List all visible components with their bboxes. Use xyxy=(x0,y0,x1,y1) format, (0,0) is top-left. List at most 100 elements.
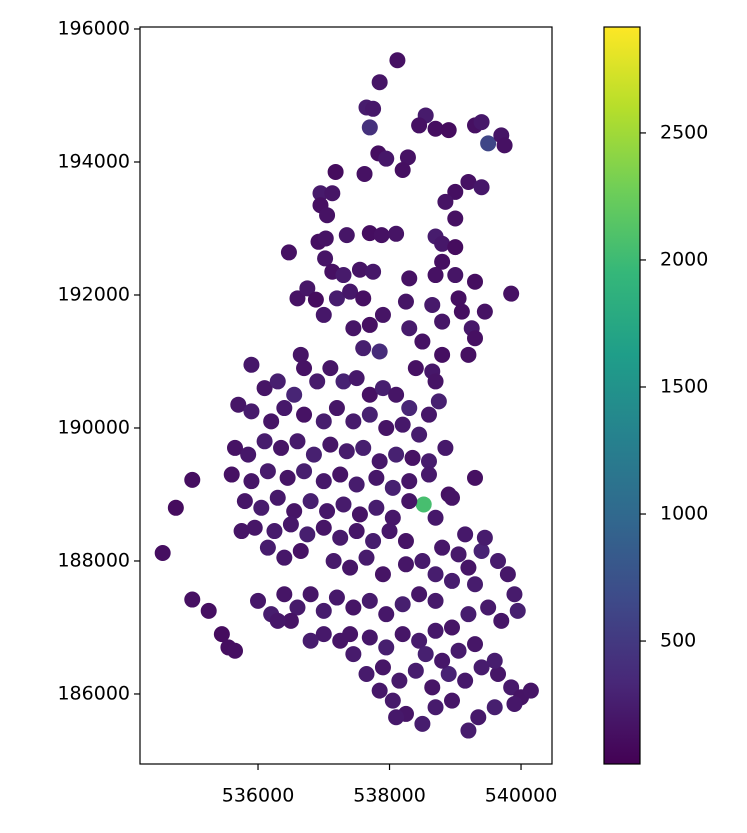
point xyxy=(476,303,493,320)
point xyxy=(450,642,467,659)
point xyxy=(460,346,477,363)
point xyxy=(450,546,467,563)
point xyxy=(266,523,283,540)
point xyxy=(342,626,359,643)
point xyxy=(460,559,477,576)
point xyxy=(503,679,520,696)
point xyxy=(371,453,388,470)
point xyxy=(292,346,309,363)
point xyxy=(365,533,382,550)
point xyxy=(355,340,372,357)
point xyxy=(467,636,484,653)
point xyxy=(315,413,332,430)
point xyxy=(453,303,470,320)
point xyxy=(440,122,457,139)
x-tick-label: 540000 xyxy=(485,785,558,807)
point xyxy=(361,592,378,609)
point xyxy=(305,446,322,463)
point xyxy=(276,400,293,417)
point xyxy=(467,330,484,347)
point xyxy=(411,426,428,443)
point xyxy=(319,503,336,520)
point xyxy=(417,646,434,663)
point xyxy=(473,659,490,676)
point xyxy=(467,576,484,593)
point xyxy=(348,370,365,387)
point xyxy=(374,306,391,323)
point xyxy=(473,179,490,196)
point xyxy=(368,499,385,516)
point xyxy=(457,672,474,689)
point xyxy=(332,466,349,483)
point xyxy=(342,283,359,300)
point xyxy=(240,446,257,463)
point xyxy=(167,499,184,516)
point xyxy=(289,433,306,450)
point xyxy=(365,100,382,117)
point xyxy=(223,466,240,483)
point xyxy=(394,161,411,178)
point xyxy=(447,239,464,256)
point xyxy=(355,439,372,456)
point xyxy=(447,183,464,200)
point xyxy=(259,463,276,480)
point xyxy=(338,227,355,244)
point xyxy=(384,692,401,709)
point xyxy=(342,559,359,576)
point xyxy=(243,473,260,490)
point xyxy=(361,406,378,423)
point xyxy=(437,193,454,210)
point xyxy=(430,393,447,410)
point xyxy=(467,273,484,290)
y-tick-label: 196000 xyxy=(57,17,130,39)
point xyxy=(371,74,388,91)
point xyxy=(415,496,432,513)
point xyxy=(307,291,324,308)
point xyxy=(503,285,520,302)
point xyxy=(302,586,319,603)
point xyxy=(327,163,344,180)
point xyxy=(299,526,316,543)
point xyxy=(457,526,474,543)
point xyxy=(371,343,388,360)
point xyxy=(384,479,401,496)
colorbar-tick-label: 2500 xyxy=(660,121,708,143)
point xyxy=(227,642,244,659)
point xyxy=(401,400,418,417)
point xyxy=(317,250,334,267)
point xyxy=(322,436,339,453)
point xyxy=(391,672,408,689)
point xyxy=(348,476,365,493)
y-tick-label: 190000 xyxy=(57,416,130,438)
colorbar-tick-label: 1000 xyxy=(660,503,708,525)
point xyxy=(384,509,401,526)
point xyxy=(351,261,368,278)
point xyxy=(273,439,290,456)
point xyxy=(184,471,201,488)
point xyxy=(374,659,391,676)
point xyxy=(282,516,299,533)
point xyxy=(335,267,352,284)
point xyxy=(480,599,497,616)
point xyxy=(361,386,378,403)
point xyxy=(407,662,424,679)
point xyxy=(243,403,260,420)
point xyxy=(319,207,336,224)
point xyxy=(434,313,451,330)
point xyxy=(243,356,260,373)
point xyxy=(509,602,526,619)
point xyxy=(315,626,332,643)
point xyxy=(154,545,171,562)
point xyxy=(296,406,313,423)
x-tick-label: 536000 xyxy=(222,785,295,807)
point xyxy=(506,586,523,603)
y-tick-label: 186000 xyxy=(57,682,130,704)
point xyxy=(486,699,503,716)
point xyxy=(440,666,457,683)
point xyxy=(460,173,477,190)
point xyxy=(506,695,523,712)
point xyxy=(317,230,334,247)
point xyxy=(233,523,250,540)
point xyxy=(490,666,507,683)
